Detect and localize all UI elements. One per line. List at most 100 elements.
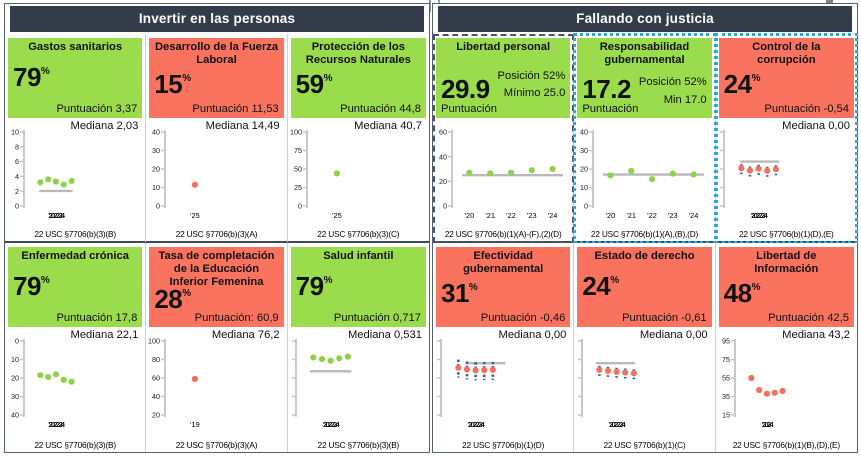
mini-scatter-chart: '202224 (578, 339, 638, 429)
indicator-card[interactable]: Enfermedad crónica 79% Puntuación 17,8 M… (5, 243, 147, 452)
panel-header: Invertir en las personas (10, 6, 424, 32)
card-score: Puntuación 17,8 (56, 311, 138, 324)
card-value-row: 59% (296, 67, 421, 103)
mini-scatter-chart: 0 20 40 60 '20 '21 '22 '23 '24 (439, 128, 563, 220)
svg-text:10: 10 (152, 183, 160, 192)
indicator-card[interactable]: Estado de derecho 24% Puntuación -0,61 M… (574, 243, 716, 452)
panel-invertir: Invertir en las personas Gastos sanitari… (4, 3, 430, 453)
card-header-block: Desarrollo de la Fuerza Laboral 15% Punt… (149, 38, 284, 118)
card-value-row: 17.2 Puntuación Posición 52% Min 17.0 (582, 67, 706, 115)
card-value: 15 (154, 68, 183, 99)
card-title: Gastos sanitarios (28, 41, 123, 53)
indicator-card[interactable]: Libertad personal 29.9 Puntuación Posici… (433, 34, 575, 243)
indicator-card[interactable]: Tasa de completación de la Educación Inf… (146, 243, 288, 452)
card-value: 31 (441, 277, 469, 308)
card-value-wrap: 59% (296, 71, 333, 98)
indicator-card[interactable]: Salud infantil 79% Puntuación 0,717 Medi… (287, 243, 429, 452)
card-value-wrap: 79% (13, 271, 50, 302)
svg-text:15: 15 (722, 411, 730, 420)
svg-text:10: 10 (580, 183, 588, 192)
card-chart-area: 0 20 40 60 '20 '21 '22 '23 '24 22 USC §7706(b)(1… (433, 118, 573, 241)
statute-citation: 22 USC §7706(b)(1)(C) (603, 440, 686, 450)
card-value-suffix: % (751, 281, 761, 293)
svg-text:100: 100 (290, 128, 302, 137)
svg-text:40: 40 (11, 411, 19, 420)
card-chart-area: 0 10 20 30 40 '20 '21 '22 '23 '24 22 USC §7706(b)… (574, 118, 714, 241)
svg-text:8: 8 (15, 142, 19, 151)
svg-text:20: 20 (152, 411, 160, 420)
card-chart-area: Mediana 43,2 15 35 55 75 95 '2024 22 USC §770… (716, 327, 857, 452)
indicator-card[interactable]: Control de la corrupción 24% Puntuación … (714, 33, 858, 244)
card-value-row: 29.9 Puntuación Posición 52% Mínimo 25.0 (441, 54, 565, 115)
indicator-card[interactable]: Gastos sanitarios 79% Puntuación 3,37 Me… (5, 34, 147, 243)
svg-text:'2024: '2024 (761, 422, 773, 429)
card-title: Tasa de completación de la Educación Inf… (158, 250, 275, 288)
svg-text:0: 0 (15, 337, 19, 346)
mini-scatter-chart: '202224 (719, 130, 779, 220)
card-value-wrap: 17.2 Puntuación (582, 76, 639, 115)
card-chart-area: Mediana 0,00 '202224 22 USC §7706(b)(1)(… (716, 118, 857, 241)
svg-text:60: 60 (439, 128, 447, 137)
card-value-suffix: % (182, 288, 192, 299)
statute-citation: 22 USC §7706(b)(3)(B) (317, 440, 400, 450)
card-value-row: 28% (154, 286, 278, 312)
mini-scatter-chart: 20 40 60 80 100 '19 (148, 337, 200, 429)
svg-text:2: 2 (15, 187, 19, 196)
card-header-block: Efectividad gubernamental 31% Puntuación… (436, 247, 571, 327)
indicator-card[interactable]: Desarrollo de la Fuerza Laboral 15% Punt… (146, 34, 288, 243)
svg-text:0: 0 (298, 202, 302, 211)
svg-text:'202224: '202224 (48, 213, 65, 220)
panel-divider-mark (429, 0, 431, 12)
svg-text:95: 95 (722, 337, 730, 346)
card-header-block: Enfermedad crónica 79% Puntuación 17,8 (8, 247, 143, 327)
svg-text:75: 75 (722, 355, 730, 364)
indicator-card[interactable]: Efectividad gubernamental 31% Puntuación… (433, 243, 575, 452)
panel-fallando: Fallando con justicia Libertad personal … (432, 3, 858, 453)
svg-text:'202224: '202224 (323, 422, 340, 429)
svg-text:'24: '24 (548, 211, 558, 220)
median-label: Mediana 0,00 (498, 329, 567, 341)
card-value-label: Puntuación (582, 102, 639, 115)
svg-text:10: 10 (11, 128, 19, 137)
indicator-card[interactable]: Protección de los Recursos Naturales 59%… (287, 34, 429, 243)
card-value: 28 (154, 284, 183, 314)
card-title: Protección de los Recursos Naturales (305, 41, 411, 66)
detail-line: Posición 52% (638, 76, 707, 89)
card-value: 29.9 (441, 73, 490, 104)
card-detail-lines: Posición 52% Mínimo 25.0 (498, 66, 566, 103)
card-value-wrap: 48% (724, 280, 761, 307)
svg-text:20: 20 (580, 165, 588, 174)
detail-line: Min 17.0 (663, 93, 707, 106)
card-chart-area: Mediana 0,00 '202224 22 USC §7706(b)(1)(… (433, 327, 573, 452)
median-label: Mediana 0,00 (782, 120, 850, 132)
svg-text:'24: '24 (689, 211, 699, 220)
svg-text:0: 0 (584, 202, 588, 211)
mini-scatter-chart: '202224 (291, 339, 351, 429)
svg-text:40: 40 (152, 392, 160, 401)
card-title: Efectividad gubernamental (463, 250, 544, 275)
svg-text:'25: '25 (332, 211, 342, 220)
card-score: Puntuación -0,46 (480, 311, 566, 324)
card-title: Libertad personal (456, 41, 551, 53)
card-value-row: 15% (154, 67, 278, 103)
svg-text:0: 0 (15, 202, 19, 211)
statute-citation: 22 USC §7706(b)(3)(A) (175, 229, 258, 239)
svg-text:'21: '21 (485, 211, 495, 220)
card-value: 79 (13, 271, 41, 302)
svg-text:'19: '19 (190, 420, 200, 429)
indicator-card[interactable]: Responsabilidad gubernamental 17.2 Puntu… (573, 33, 717, 244)
svg-text:30: 30 (580, 146, 588, 155)
svg-text:20: 20 (439, 177, 447, 186)
indicator-card[interactable]: Libertad de Información 48% Puntuación 4… (715, 243, 857, 452)
svg-text:35: 35 (722, 392, 730, 401)
card-title: Desarrollo de la Fuerza Laboral (154, 41, 279, 66)
svg-text:'21: '21 (627, 211, 637, 220)
card-header-block: Gastos sanitarios 79% Puntuación 3,37 (8, 38, 143, 118)
card-header-block: Tasa de completación de la Educación Inf… (149, 247, 284, 327)
svg-text:6: 6 (15, 157, 19, 166)
svg-text:40: 40 (439, 152, 447, 161)
statute-citation: 22 USC §7706(b)(3)(B) (34, 440, 116, 450)
statute-citation: 22 USC §7706(b)(1)(D) (462, 440, 545, 450)
median-label: Mediana 22,1 (70, 329, 139, 341)
card-chart-area: Mediana 0,00 '202224 22 USC §7706(b)(1)(… (574, 327, 714, 452)
